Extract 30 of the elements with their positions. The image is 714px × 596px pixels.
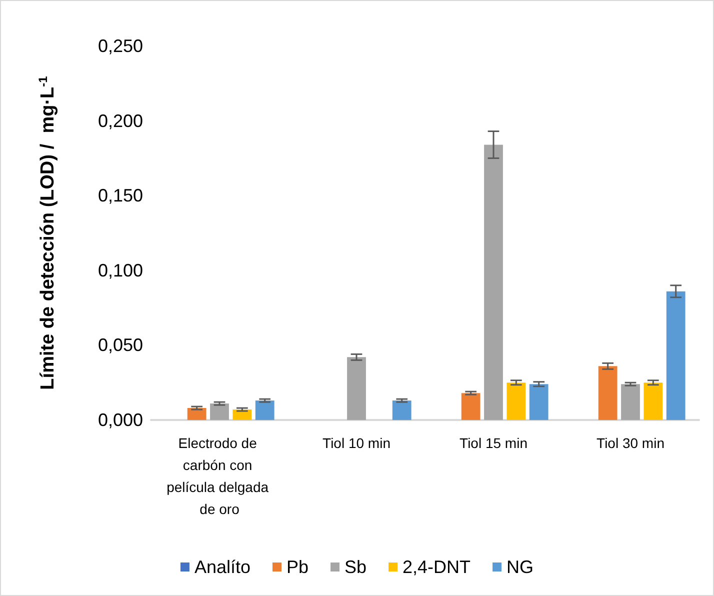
- bar: [187, 408, 206, 420]
- x-tick-label: Tiol 15 min: [460, 435, 528, 451]
- x-tick-label: Tiol 30 min: [596, 435, 664, 451]
- legend-label: Analíto: [194, 557, 251, 577]
- bar: [621, 384, 640, 420]
- bar: [666, 291, 686, 420]
- y-tick-label: 0,200: [98, 110, 143, 131]
- bar: [210, 404, 229, 420]
- bar: [232, 410, 252, 420]
- bar: [529, 384, 548, 420]
- y-tick-label: 0,100: [98, 260, 143, 280]
- y-tick-label: 0,250: [98, 36, 143, 56]
- bar: [644, 382, 663, 420]
- legend-label: 2,4-DNT: [402, 557, 471, 577]
- bar: [506, 382, 526, 420]
- bar: [347, 357, 366, 420]
- y-tick-label: 0,150: [98, 186, 143, 206]
- x-tick-label: Tiol 10 min: [322, 435, 390, 451]
- bar: [255, 400, 274, 420]
- legend-label: NG: [506, 557, 534, 577]
- bar: [598, 366, 618, 420]
- y-tick-label: 0,000: [98, 410, 143, 430]
- y-tick-label: 0,050: [98, 335, 143, 356]
- legend-label: Pb: [286, 557, 309, 577]
- legend-label: Sb: [344, 557, 367, 577]
- x-tick-label: Electrodo de carbón con película delgada de oro: [166, 435, 272, 517]
- bar: [484, 144, 503, 420]
- bar: [392, 400, 412, 420]
- y-axis-title: Límite de detección (LOD) / mg·L-1: [36, 76, 58, 390]
- bar: [461, 393, 480, 420]
